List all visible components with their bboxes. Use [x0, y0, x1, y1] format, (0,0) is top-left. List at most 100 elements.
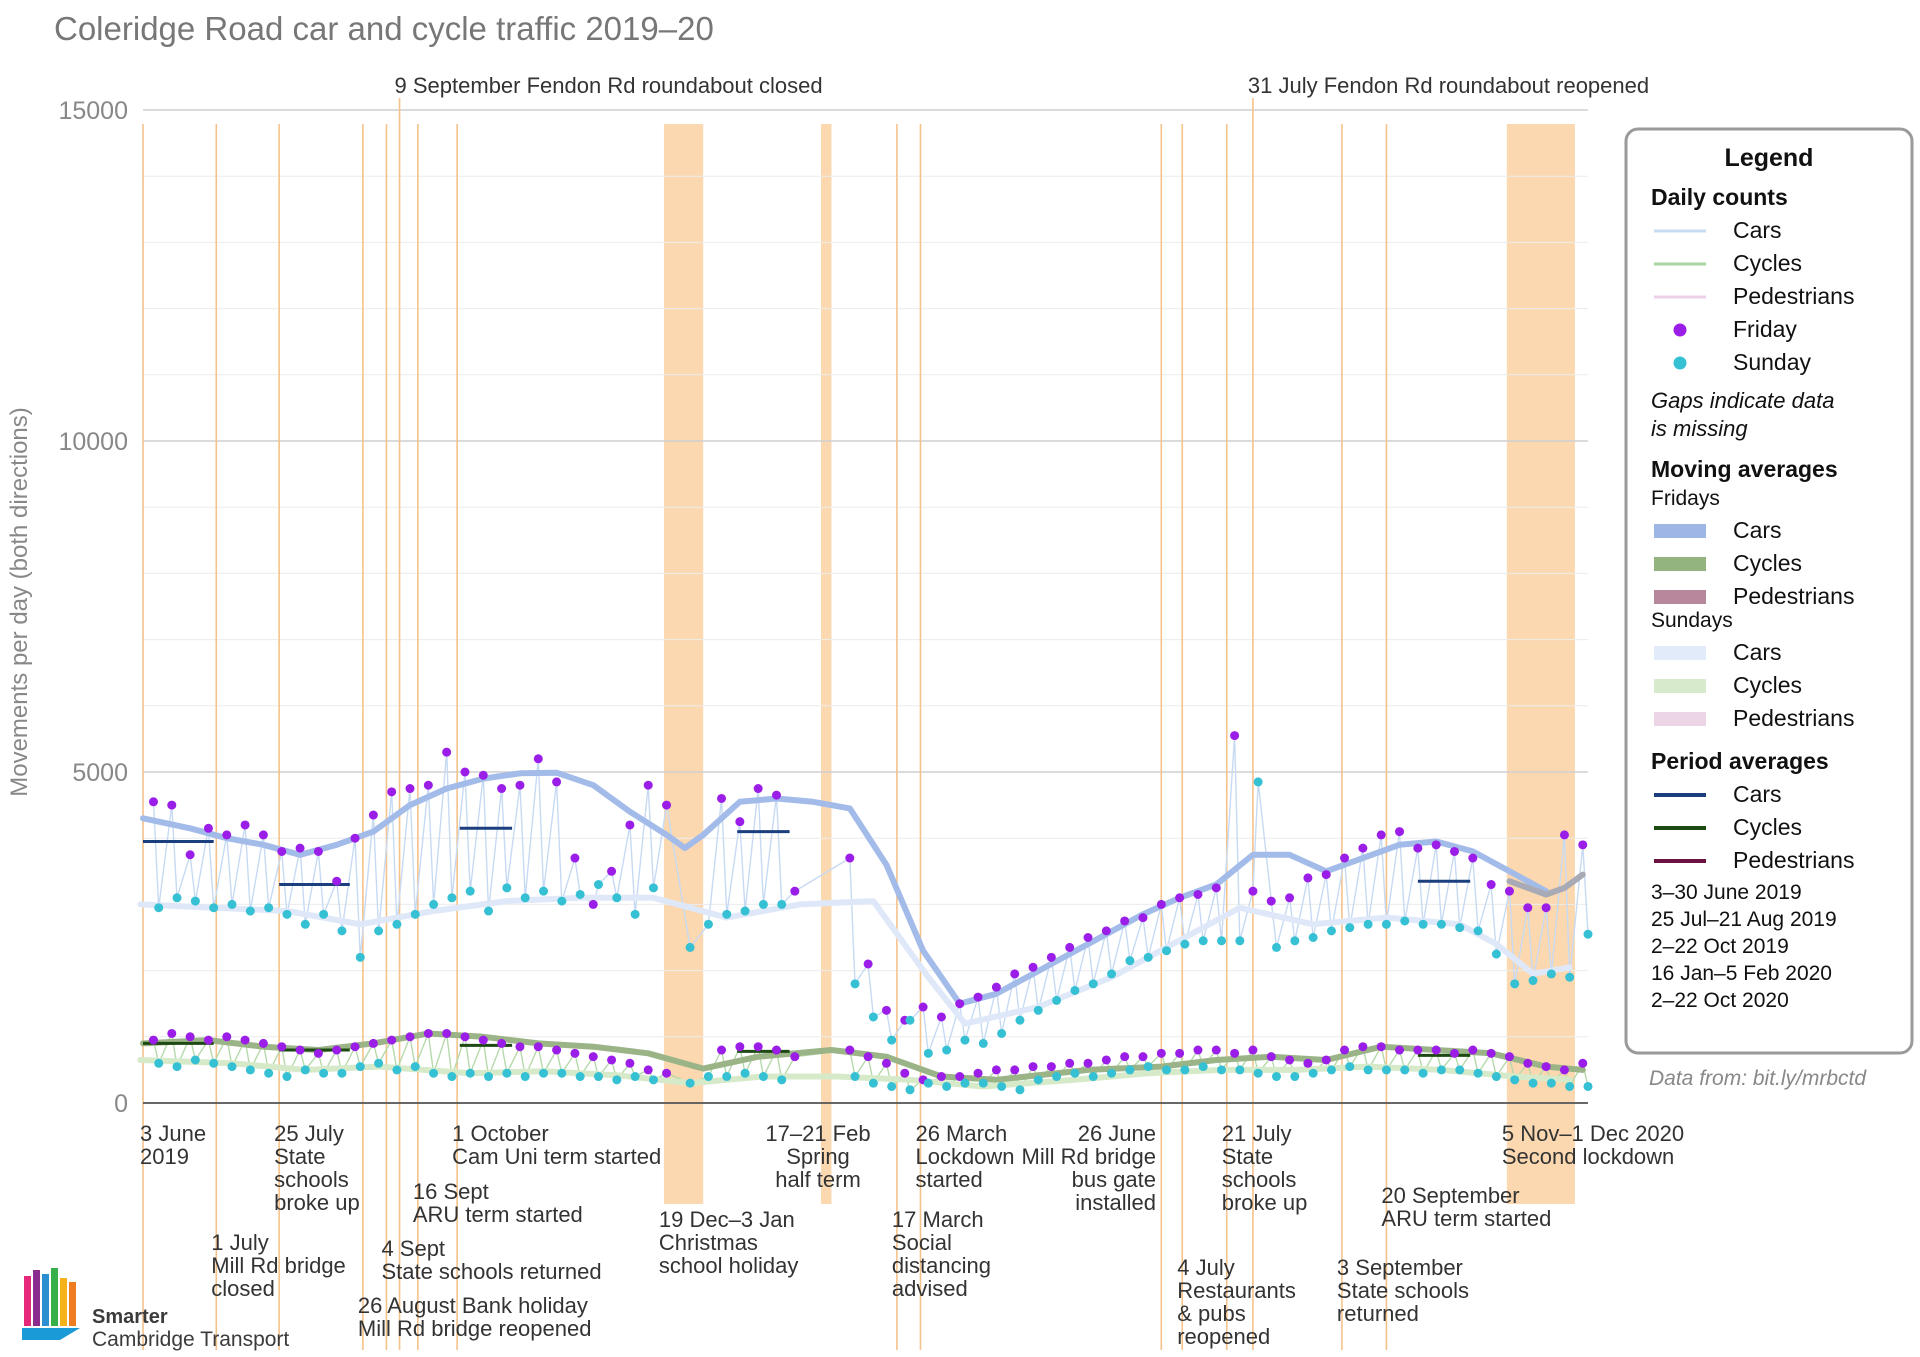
sunday-point — [1070, 985, 1080, 995]
sunday-point — [1381, 1065, 1391, 1075]
friday-point — [240, 820, 250, 830]
sunday-point — [740, 1068, 750, 1078]
friday-point — [167, 800, 177, 810]
friday-point — [717, 793, 727, 803]
sunday-point — [1400, 1065, 1410, 1075]
legend-item-label: Cars — [1733, 517, 1782, 543]
sunday-point — [1271, 1072, 1281, 1082]
friday-point — [1065, 942, 1075, 952]
friday-point — [570, 1048, 580, 1058]
friday-point — [1266, 1052, 1276, 1062]
friday-point — [442, 1028, 452, 1038]
sunday-point — [355, 952, 365, 962]
annotation-label: 16 Sept — [413, 1179, 489, 1204]
legend-heading: Moving averages — [1651, 456, 1838, 482]
friday-point — [1211, 883, 1221, 893]
annotation-label: Social — [892, 1230, 952, 1255]
sunday-point — [1345, 923, 1355, 933]
annotation-label: 3 September — [1337, 1255, 1463, 1280]
moving-average-line — [137, 894, 1573, 1027]
friday-point — [478, 1035, 488, 1045]
friday-point — [1340, 1045, 1350, 1055]
friday-point — [203, 1035, 213, 1045]
friday-point — [258, 1038, 268, 1048]
friday-point — [1449, 1048, 1459, 1058]
friday-point — [1065, 1058, 1075, 1068]
sunday-point — [1162, 946, 1172, 956]
annotation-label: half term — [775, 1167, 861, 1192]
friday-point — [735, 1042, 745, 1052]
annotation-label: 25 July — [274, 1121, 344, 1146]
friday-point — [955, 999, 965, 1009]
sunday-point — [868, 1078, 878, 1088]
annotation-label: Christmas — [659, 1230, 758, 1255]
sunday-point — [190, 896, 200, 906]
sunday-point — [868, 1012, 878, 1022]
y-tick-label: 0 — [114, 1090, 128, 1118]
sunday-point — [1253, 1068, 1263, 1078]
annotation-label: 1 October — [452, 1121, 549, 1146]
friday-point — [1358, 843, 1368, 853]
sunday-point — [777, 899, 787, 909]
sunday-point — [1473, 926, 1483, 936]
friday-point — [1523, 903, 1533, 913]
friday-point — [863, 1052, 873, 1062]
annotation-label: schools — [1222, 1167, 1297, 1192]
friday-point — [460, 767, 470, 777]
shaded-period — [663, 124, 704, 1204]
friday-point — [1486, 1048, 1496, 1058]
friday-point — [1376, 830, 1386, 840]
friday-point — [881, 1058, 891, 1068]
sunday-point — [1491, 1072, 1501, 1082]
sunday-point — [850, 979, 860, 989]
friday-point — [753, 1042, 763, 1052]
friday-point — [533, 754, 543, 764]
annotation-label: 17 March — [892, 1207, 984, 1232]
sunday-point — [1363, 1065, 1373, 1075]
sunday-point — [942, 1081, 952, 1091]
sunday-point — [612, 893, 622, 903]
y-tick-label: 10000 — [58, 428, 128, 456]
annotation-label: 21 July — [1222, 1121, 1292, 1146]
friday-point — [442, 747, 452, 757]
sunday-point — [1290, 936, 1300, 946]
friday-point — [1395, 1045, 1405, 1055]
legend-subheading: Sundays — [1651, 609, 1733, 632]
annotation-label: 4 July — [1177, 1255, 1234, 1280]
annotation-label: State — [274, 1144, 325, 1169]
friday-point — [423, 1028, 433, 1038]
friday-point — [771, 790, 781, 800]
friday-point — [1120, 1052, 1130, 1062]
sunday-point — [997, 1081, 1007, 1091]
sunday-point — [1381, 919, 1391, 929]
sunday-point — [612, 1075, 622, 1085]
friday-point — [387, 1035, 397, 1045]
sunday-point — [960, 1035, 970, 1045]
friday-point — [1193, 889, 1203, 899]
sunday-point — [997, 1028, 1007, 1038]
sunday-point — [685, 942, 695, 952]
friday-point — [625, 1058, 635, 1068]
sunday-point — [429, 1068, 439, 1078]
friday-point — [515, 1042, 525, 1052]
annotation-label: & pubs — [1177, 1301, 1246, 1326]
friday-point — [1138, 1052, 1148, 1062]
sunday-point — [355, 1062, 365, 1072]
friday-point — [1120, 916, 1130, 926]
sunday-point — [337, 926, 347, 936]
sunday-point — [1290, 1072, 1300, 1082]
annotation-label: Lockdown — [915, 1144, 1014, 1169]
friday-point — [607, 866, 617, 876]
annotation-label: school holiday — [659, 1253, 798, 1278]
friday-point — [350, 1042, 360, 1052]
friday-point — [662, 800, 672, 810]
friday-point — [405, 784, 415, 794]
sunday-point — [502, 1068, 512, 1078]
sunday-point — [777, 1075, 787, 1085]
friday-point — [1266, 896, 1276, 906]
sunday-point — [978, 1078, 988, 1088]
sunday-point — [905, 1015, 915, 1025]
sunday-point — [1198, 1062, 1208, 1072]
legend-period-range: 16 Jan–5 Feb 2020 — [1651, 962, 1832, 985]
friday-point — [1449, 846, 1459, 856]
